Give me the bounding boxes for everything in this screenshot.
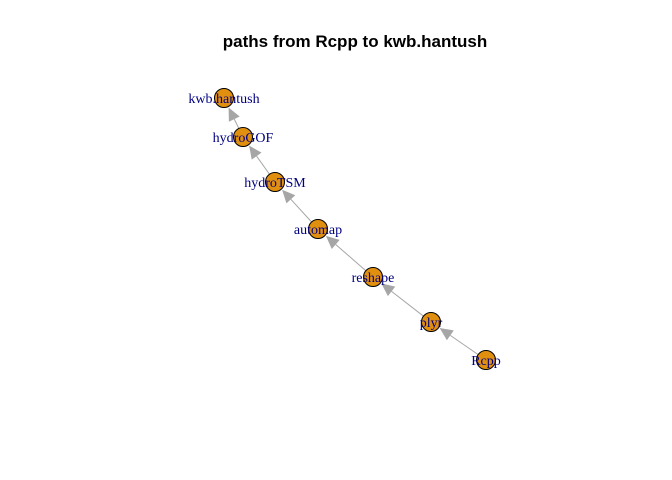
node-label-automap: automap: [294, 223, 342, 238]
node-label-Rcpp: Rcpp: [471, 354, 501, 369]
arrowhead-Rcpp-to-plyr: [439, 327, 454, 341]
arrowhead-plyr-to-reshape: [381, 283, 396, 297]
arrowhead-reshape-to-automap: [325, 235, 340, 249]
node-label-hydroTSM: hydroTSM: [244, 176, 306, 191]
node-Rcpp[interactable]: [476, 350, 496, 370]
arrowhead-hydroGOF-to-kwb.hantush: [228, 107, 240, 122]
node-reshape[interactable]: [363, 267, 383, 287]
edges-layer: [228, 107, 479, 356]
edge-reshape-to-automap: [335, 244, 367, 272]
node-plyr[interactable]: [421, 312, 441, 332]
node-label-reshape: reshape: [352, 271, 395, 286]
edge-plyr-to-reshape: [391, 291, 424, 317]
node-hydroTSM[interactable]: [265, 172, 285, 192]
node-automap[interactable]: [308, 219, 328, 239]
graph-title: paths from Rcpp to kwb.hantush: [223, 32, 487, 51]
node-hydroGOF[interactable]: [233, 127, 253, 147]
nodes-layer: [214, 88, 496, 370]
node-kwb.hantush[interactable]: [214, 88, 234, 108]
node-label-hydroGOF: hydroGOF: [213, 131, 274, 146]
arrowhead-hydroTSM-to-hydroGOF: [249, 145, 262, 160]
edge-Rcpp-to-plyr: [450, 334, 479, 356]
edge-hydroGOF-to-kwb.hantush: [233, 118, 240, 129]
node-label-kwb.hantush: kwb.hantush: [188, 92, 259, 107]
edge-hydroTSM-to-hydroGOF: [256, 155, 270, 175]
edge-automap-to-hydroTSM: [290, 199, 312, 223]
node-label-plyr: plyr: [420, 316, 443, 331]
arrowhead-automap-to-hydroTSM: [282, 189, 296, 204]
labels-layer: kwb.hantush hydroGOF hydroTSM automap reshap…: [188, 92, 500, 369]
